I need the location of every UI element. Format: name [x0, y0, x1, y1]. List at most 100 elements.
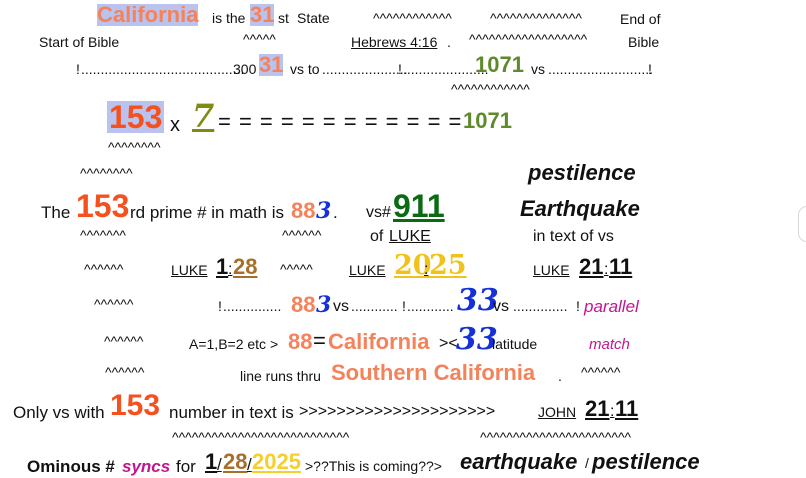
- number-31-row3: 31: [259, 52, 284, 77]
- text-bible-end: Bible: [628, 34, 660, 50]
- number-88-row10: 88: [291, 292, 316, 317]
- text-times: x: [170, 114, 180, 136]
- word-california-top: California: [97, 2, 199, 27]
- text-vs-hash: vs#: [366, 204, 391, 221]
- number-1071-main: 1071: [463, 108, 512, 133]
- text-dot-row12: .: [558, 368, 562, 384]
- text-dot-row7: .: [333, 203, 338, 222]
- carets-under-153: ^^^^^^^^: [108, 139, 161, 155]
- text-number-in-text: number in text is: [169, 403, 294, 422]
- dots-row10-b: ............: [351, 298, 398, 314]
- text-excl-row10-a: !: [218, 298, 222, 314]
- carets-row1-a: ^^^^^^^^^^^^: [373, 10, 452, 26]
- number-31-top: 31: [250, 2, 275, 27]
- carets-row14-a: ^^^^^^^^^^^^^^^^^^^^^^^^^^^: [172, 429, 350, 445]
- date-year: 2025: [252, 449, 301, 474]
- dots-row3-d: ...........................: [548, 61, 654, 77]
- dots-row3-c: ......................: [403, 61, 489, 77]
- ref-john-21-11-book: JOHN: [538, 404, 577, 420]
- word-earthquake: Earthquake: [520, 196, 640, 221]
- text-excl-row10-b: !: [402, 298, 406, 314]
- date-slash-1: /: [217, 455, 222, 474]
- number-153-prime: 153: [76, 188, 130, 224]
- word-pestilence-top: pestilence: [528, 160, 636, 185]
- carets-row9-a: ^^^^^^: [84, 261, 124, 277]
- number-33-row10: 33: [457, 283, 499, 318]
- ref-luke-21-11-chapter: 21: [579, 254, 604, 279]
- dots-row10-c: ............: [407, 298, 454, 314]
- text-dot-row2: .: [447, 34, 451, 50]
- number-300: 300: [233, 61, 257, 77]
- ref-luke-1-28-book: LUKE: [171, 262, 208, 278]
- dots-row10-d: ..............: [513, 298, 568, 314]
- number-88-row11: 88: [288, 329, 313, 354]
- carets-row11: ^^^^^^: [104, 333, 144, 349]
- number-7: 7: [192, 97, 215, 135]
- side-scroll-handle[interactable]: [798, 206, 806, 242]
- ref-luke-20-25-book: LUKE: [349, 262, 386, 278]
- text-vs-row3: vs: [531, 61, 545, 77]
- ref-john-21-11-colon: :: [610, 403, 615, 420]
- dots-row3-b: ......................: [322, 61, 408, 77]
- carets-row12-b: ^^^^^^: [581, 364, 621, 380]
- carets-row12-a: ^^^^^^: [105, 364, 145, 380]
- ref-luke-1-28-chapter: 1: [216, 254, 229, 279]
- text-vs2-row10: vs: [493, 298, 509, 315]
- text-rd-prime: rd prime # in math is: [130, 203, 284, 222]
- text-line-runs-thru: line runs thru: [240, 368, 321, 384]
- text-of: of: [370, 228, 384, 245]
- word-earthquake-bottom: earthquake: [460, 449, 578, 474]
- carets-row9-b: ^^^^^: [280, 261, 313, 277]
- ref-luke-1-28-colon: :: [228, 261, 233, 278]
- word-luke-row8: LUKE: [389, 228, 431, 245]
- carets-row14-b: ^^^^^^^^^^^^^^^^^^^^^^^: [480, 429, 632, 445]
- carets-row1-b: ^^^^^^^^^^^^^^: [490, 10, 582, 26]
- word-southern-california: Southern California: [331, 360, 536, 385]
- carets-row10: ^^^^^^: [94, 296, 134, 312]
- text-slash-bottom: /: [585, 455, 589, 471]
- date-month: 1: [205, 449, 218, 474]
- ref-luke-21-11-verse: 11: [609, 254, 633, 279]
- number-153-row13: 153: [110, 389, 161, 422]
- text-angle: ><: [439, 335, 458, 352]
- number-911: 911: [393, 188, 445, 224]
- text-start-of-bible: Start of Bible: [39, 34, 120, 50]
- carets-row2-b: ^^^^^^^^^^^^^^^^^^: [469, 31, 588, 47]
- carets-row8-b: ^^^^^^: [282, 227, 322, 243]
- text-st: st: [278, 10, 289, 26]
- text-vs-to: vs to: [290, 61, 320, 77]
- ref-hebrews-4-16: Hebrews 4:16: [351, 34, 438, 50]
- text-excl-row3-a: !: [76, 61, 80, 77]
- arrows-row13: >>>>>>>>>>>>>>>>>>>>>: [299, 403, 496, 420]
- text-excl-row10-c: !: [576, 298, 580, 314]
- date-day: 28: [223, 449, 248, 474]
- text-only-vs-with: Only vs with: [13, 403, 105, 422]
- number-1071-row3: 1071: [475, 52, 524, 77]
- text-latitude: latitude: [492, 336, 538, 352]
- text-is-the: is the: [212, 10, 246, 26]
- dots-row3-a: ........................................…: [81, 61, 245, 77]
- equals-chain: = = = = = = = = = = = =: [218, 109, 463, 134]
- carets-row3b: ^^^^^^^^^^^^: [451, 81, 530, 97]
- number-153-main: 153: [107, 99, 165, 135]
- word-parallel: parallel: [584, 297, 639, 316]
- date-slash-2: /: [247, 455, 252, 474]
- number-3-prime: 3: [316, 198, 332, 224]
- text-excl-row3-b: !: [398, 61, 402, 77]
- carets-row2-a: ^^^^^: [243, 31, 276, 47]
- text-this-is-coming: >??This is coming??>: [305, 458, 442, 474]
- text-a1-b2: A=1,B=2 etc >: [189, 336, 279, 352]
- ref-luke-1-28-verse: 28: [233, 254, 258, 279]
- text-equals-row11: =: [313, 328, 326, 353]
- text-ominous: Ominous #: [27, 457, 115, 476]
- text-the: The: [41, 203, 71, 222]
- text-for: for: [176, 457, 196, 476]
- number-3-row10: 3: [316, 292, 332, 318]
- ref-luke-21-11-book: LUKE: [533, 262, 570, 278]
- number-33-row11: 33: [456, 322, 498, 357]
- word-california-row11: California: [328, 329, 430, 354]
- word-pestilence-bottom: pestilence: [592, 449, 700, 474]
- word-match: match: [589, 336, 630, 353]
- dots-row10-a: ...............: [223, 298, 282, 314]
- ref-luke-20-25-chapter: 20: [394, 250, 432, 281]
